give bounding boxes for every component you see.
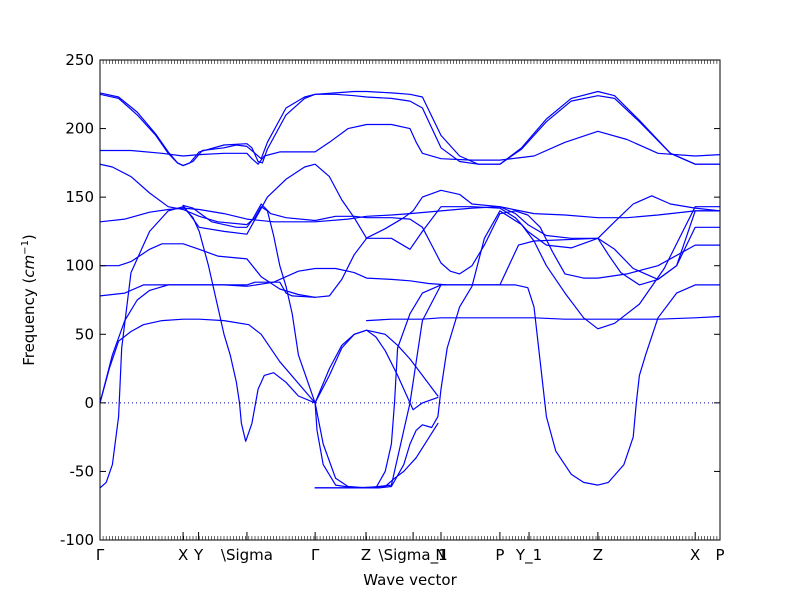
- band-line-19: [314, 402, 439, 489]
- x-axis-title: Wave vector: [363, 571, 457, 589]
- band-line-1: [100, 206, 316, 489]
- x-tick-label: X: [690, 546, 700, 564]
- band-line-22: [499, 206, 720, 330]
- x-axis-ticks: Γ X Y \Sigma Γ Z \Sigma_1N P Y_1 Z X P: [96, 60, 725, 565]
- band-line-8: [100, 123, 720, 165]
- y-tick-label: 100: [65, 257, 94, 275]
- x-tick-label: Y_1: [515, 546, 542, 565]
- band-line-4: [100, 237, 368, 298]
- x-tick-label: Z: [361, 546, 371, 564]
- x-tick-label: P: [495, 546, 504, 564]
- band-line-11: [182, 203, 720, 279]
- band-line-5: [100, 243, 316, 298]
- band-line-3: [100, 267, 501, 404]
- band-line-20: [314, 329, 439, 411]
- y-tick-label: -50: [70, 462, 95, 480]
- y-tick-label: 250: [65, 51, 94, 69]
- band-line-7: [100, 163, 316, 404]
- x-tick-label: X: [178, 546, 188, 564]
- y-tick-label: 50: [75, 325, 94, 343]
- y-axis-title: Frequency (cm−1): [20, 234, 38, 366]
- band-line-12: [182, 163, 720, 280]
- x-tick-label: \Sigma_1: [379, 546, 448, 565]
- x-tick-label: P: [715, 546, 724, 564]
- band-line-21: [499, 210, 720, 286]
- band-line-18: [314, 284, 442, 489]
- band-line-13: [365, 189, 720, 239]
- x-tick-label: Z: [593, 546, 603, 564]
- band-series-group: [100, 90, 720, 489]
- plot-frame: [99, 59, 721, 541]
- y-axis-ticks: -100 -50 0 50 100 150 200 250: [60, 51, 720, 549]
- band-line-15: [314, 329, 439, 404]
- y-tick-label: -100: [60, 531, 94, 549]
- y-tick-label: 0: [84, 394, 94, 412]
- band-line-16: [314, 284, 720, 489]
- band-line-17: [366, 315, 720, 322]
- x-tick-label: N: [435, 546, 446, 564]
- band-line-6: [100, 206, 720, 223]
- y-axis-title-exponent: −1: [20, 240, 31, 255]
- band-line-10: [100, 90, 720, 167]
- x-tick-label: Γ: [311, 546, 320, 564]
- band-line-2: [100, 318, 316, 404]
- x-tick-label: Y: [193, 546, 204, 564]
- band-line-14: [314, 210, 501, 489]
- y-axis-title-text: Frequency (: [20, 278, 38, 366]
- x-tick-label: \Sigma: [221, 546, 273, 564]
- x-tick-label: Γ: [96, 546, 105, 564]
- y-tick-label: 150: [65, 188, 94, 206]
- y-axis-title-unit: cm: [20, 255, 38, 278]
- y-axis-title-close: ): [20, 234, 38, 240]
- y-tick-label: 200: [65, 120, 94, 138]
